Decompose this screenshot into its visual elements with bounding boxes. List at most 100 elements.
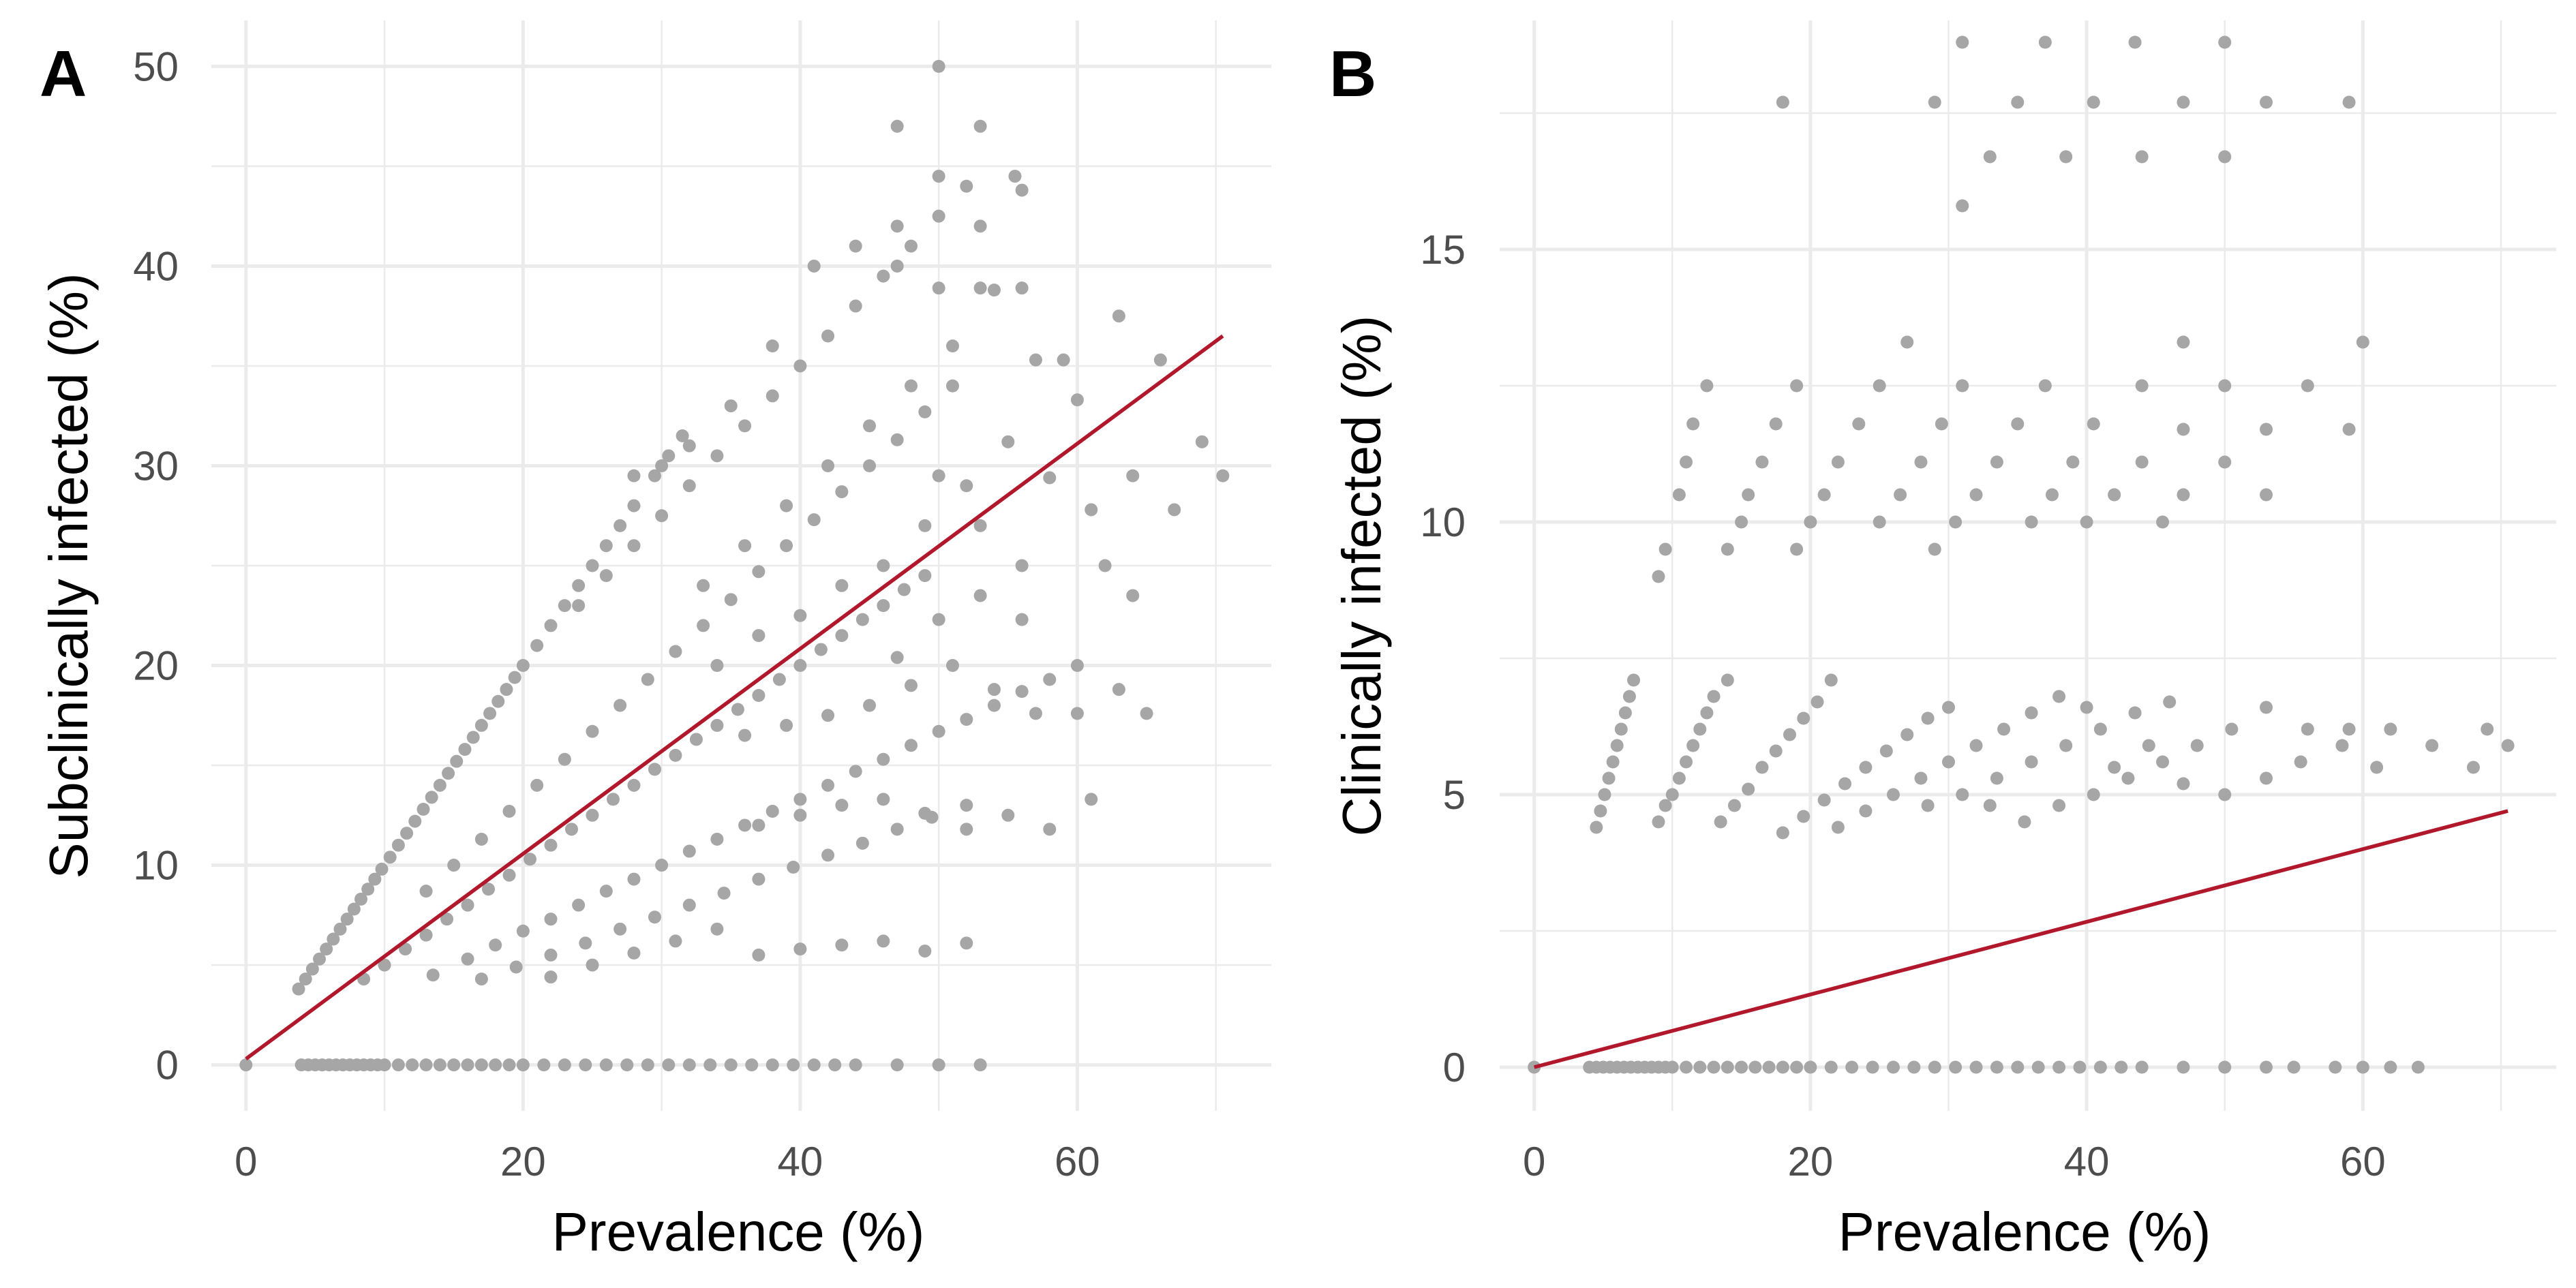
data-point: [627, 946, 641, 960]
data-point: [1015, 281, 1029, 295]
data-point: [1672, 488, 1686, 502]
data-point: [960, 713, 973, 726]
data-point: [1921, 711, 1935, 725]
data-point: [787, 1058, 800, 1072]
data-point: [508, 671, 521, 684]
data-point: [2342, 722, 2356, 736]
data-point: [2011, 417, 2025, 431]
data-point: [502, 868, 516, 882]
data-point: [489, 938, 502, 952]
data-point: [500, 683, 513, 696]
data-point: [2260, 701, 2273, 714]
data-point: [2466, 761, 2480, 774]
panel-a-chart: A 0 10 20 30 40 50 0 20 40 60 Prevalence (%) Sub…: [38, 20, 1271, 1262]
data-point: [890, 219, 904, 233]
data-point: [1845, 1060, 1859, 1074]
data-point: [897, 583, 911, 596]
data-point: [877, 934, 890, 948]
data-point: [1015, 685, 1029, 699]
data-point: [2356, 335, 2369, 349]
data-point: [572, 898, 586, 912]
data-point: [1983, 150, 1997, 164]
data-point: [1762, 1060, 1776, 1074]
data-point: [1859, 804, 1873, 818]
x-tick-label: 20: [500, 1139, 546, 1184]
data-point: [1735, 1060, 1748, 1074]
data-point: [544, 970, 558, 984]
data-point: [1824, 673, 1838, 687]
data-point: [877, 793, 890, 806]
data-point: [340, 913, 354, 926]
data-point: [932, 59, 945, 73]
data-point: [890, 651, 904, 664]
data-point: [648, 910, 661, 924]
data-point: [2177, 335, 2190, 349]
data-point: [1140, 707, 1153, 720]
x-tick-label: 40: [778, 1139, 823, 1184]
data-point: [682, 844, 696, 858]
data-point: [793, 942, 807, 956]
data-point: [793, 359, 807, 373]
x-tick-label: 60: [2340, 1139, 2386, 1184]
data-point: [1914, 771, 1928, 785]
data-point: [1859, 761, 1873, 774]
data-point: [1886, 1060, 1900, 1074]
data-point: [1700, 379, 1714, 393]
panel-b-points: [1528, 35, 2515, 1074]
data-point: [313, 952, 327, 966]
data-point: [932, 724, 945, 738]
data-point: [1990, 455, 2003, 469]
data-point: [2052, 1060, 2066, 1074]
data-point: [2093, 722, 2107, 736]
data-point: [1804, 515, 1817, 529]
data-point: [2218, 35, 2232, 49]
data-point: [1900, 335, 1914, 349]
data-point: [1070, 659, 1084, 673]
data-point: [745, 1058, 759, 1072]
data-point: [877, 752, 890, 766]
data-point: [447, 1058, 461, 1072]
data-point: [1015, 613, 1029, 626]
data-point: [1797, 711, 1810, 725]
data-point: [586, 808, 599, 822]
data-point: [461, 898, 474, 912]
data-point: [466, 731, 480, 744]
data-point: [863, 419, 877, 433]
data-point: [945, 379, 959, 393]
data-point: [1721, 542, 1734, 556]
data-point: [669, 748, 682, 762]
data-point: [2260, 1060, 2273, 1074]
data-point: [2135, 455, 2149, 469]
data-point: [1742, 782, 1755, 796]
data-point: [1714, 815, 1727, 829]
data-point: [710, 922, 724, 936]
data-point: [1153, 353, 1167, 367]
data-point: [391, 1058, 405, 1072]
data-point: [2156, 755, 2170, 769]
data-point: [2163, 695, 2177, 709]
data-point: [1928, 1060, 1941, 1074]
data-point: [1990, 771, 2003, 785]
y-tick-label: 40: [133, 243, 179, 289]
data-point: [1790, 542, 1804, 556]
x-tick-label: 0: [234, 1139, 257, 1184]
data-point: [613, 699, 627, 712]
data-point: [905, 739, 918, 752]
data-point: [918, 806, 932, 820]
data-point: [1085, 503, 1098, 517]
data-point: [793, 609, 807, 622]
data-point: [1610, 739, 1624, 752]
data-point: [2025, 706, 2038, 720]
data-point: [682, 898, 696, 912]
data-point: [1769, 744, 1783, 758]
data-point: [2260, 488, 2273, 502]
data-point: [1776, 826, 1789, 840]
data-point: [849, 239, 862, 253]
data-point: [2260, 771, 2273, 785]
data-point: [2370, 761, 2384, 774]
data-point: [1043, 823, 1057, 836]
data-point: [1852, 417, 1866, 431]
data-point: [960, 479, 973, 493]
data-point: [354, 892, 368, 906]
data-point: [945, 339, 959, 353]
